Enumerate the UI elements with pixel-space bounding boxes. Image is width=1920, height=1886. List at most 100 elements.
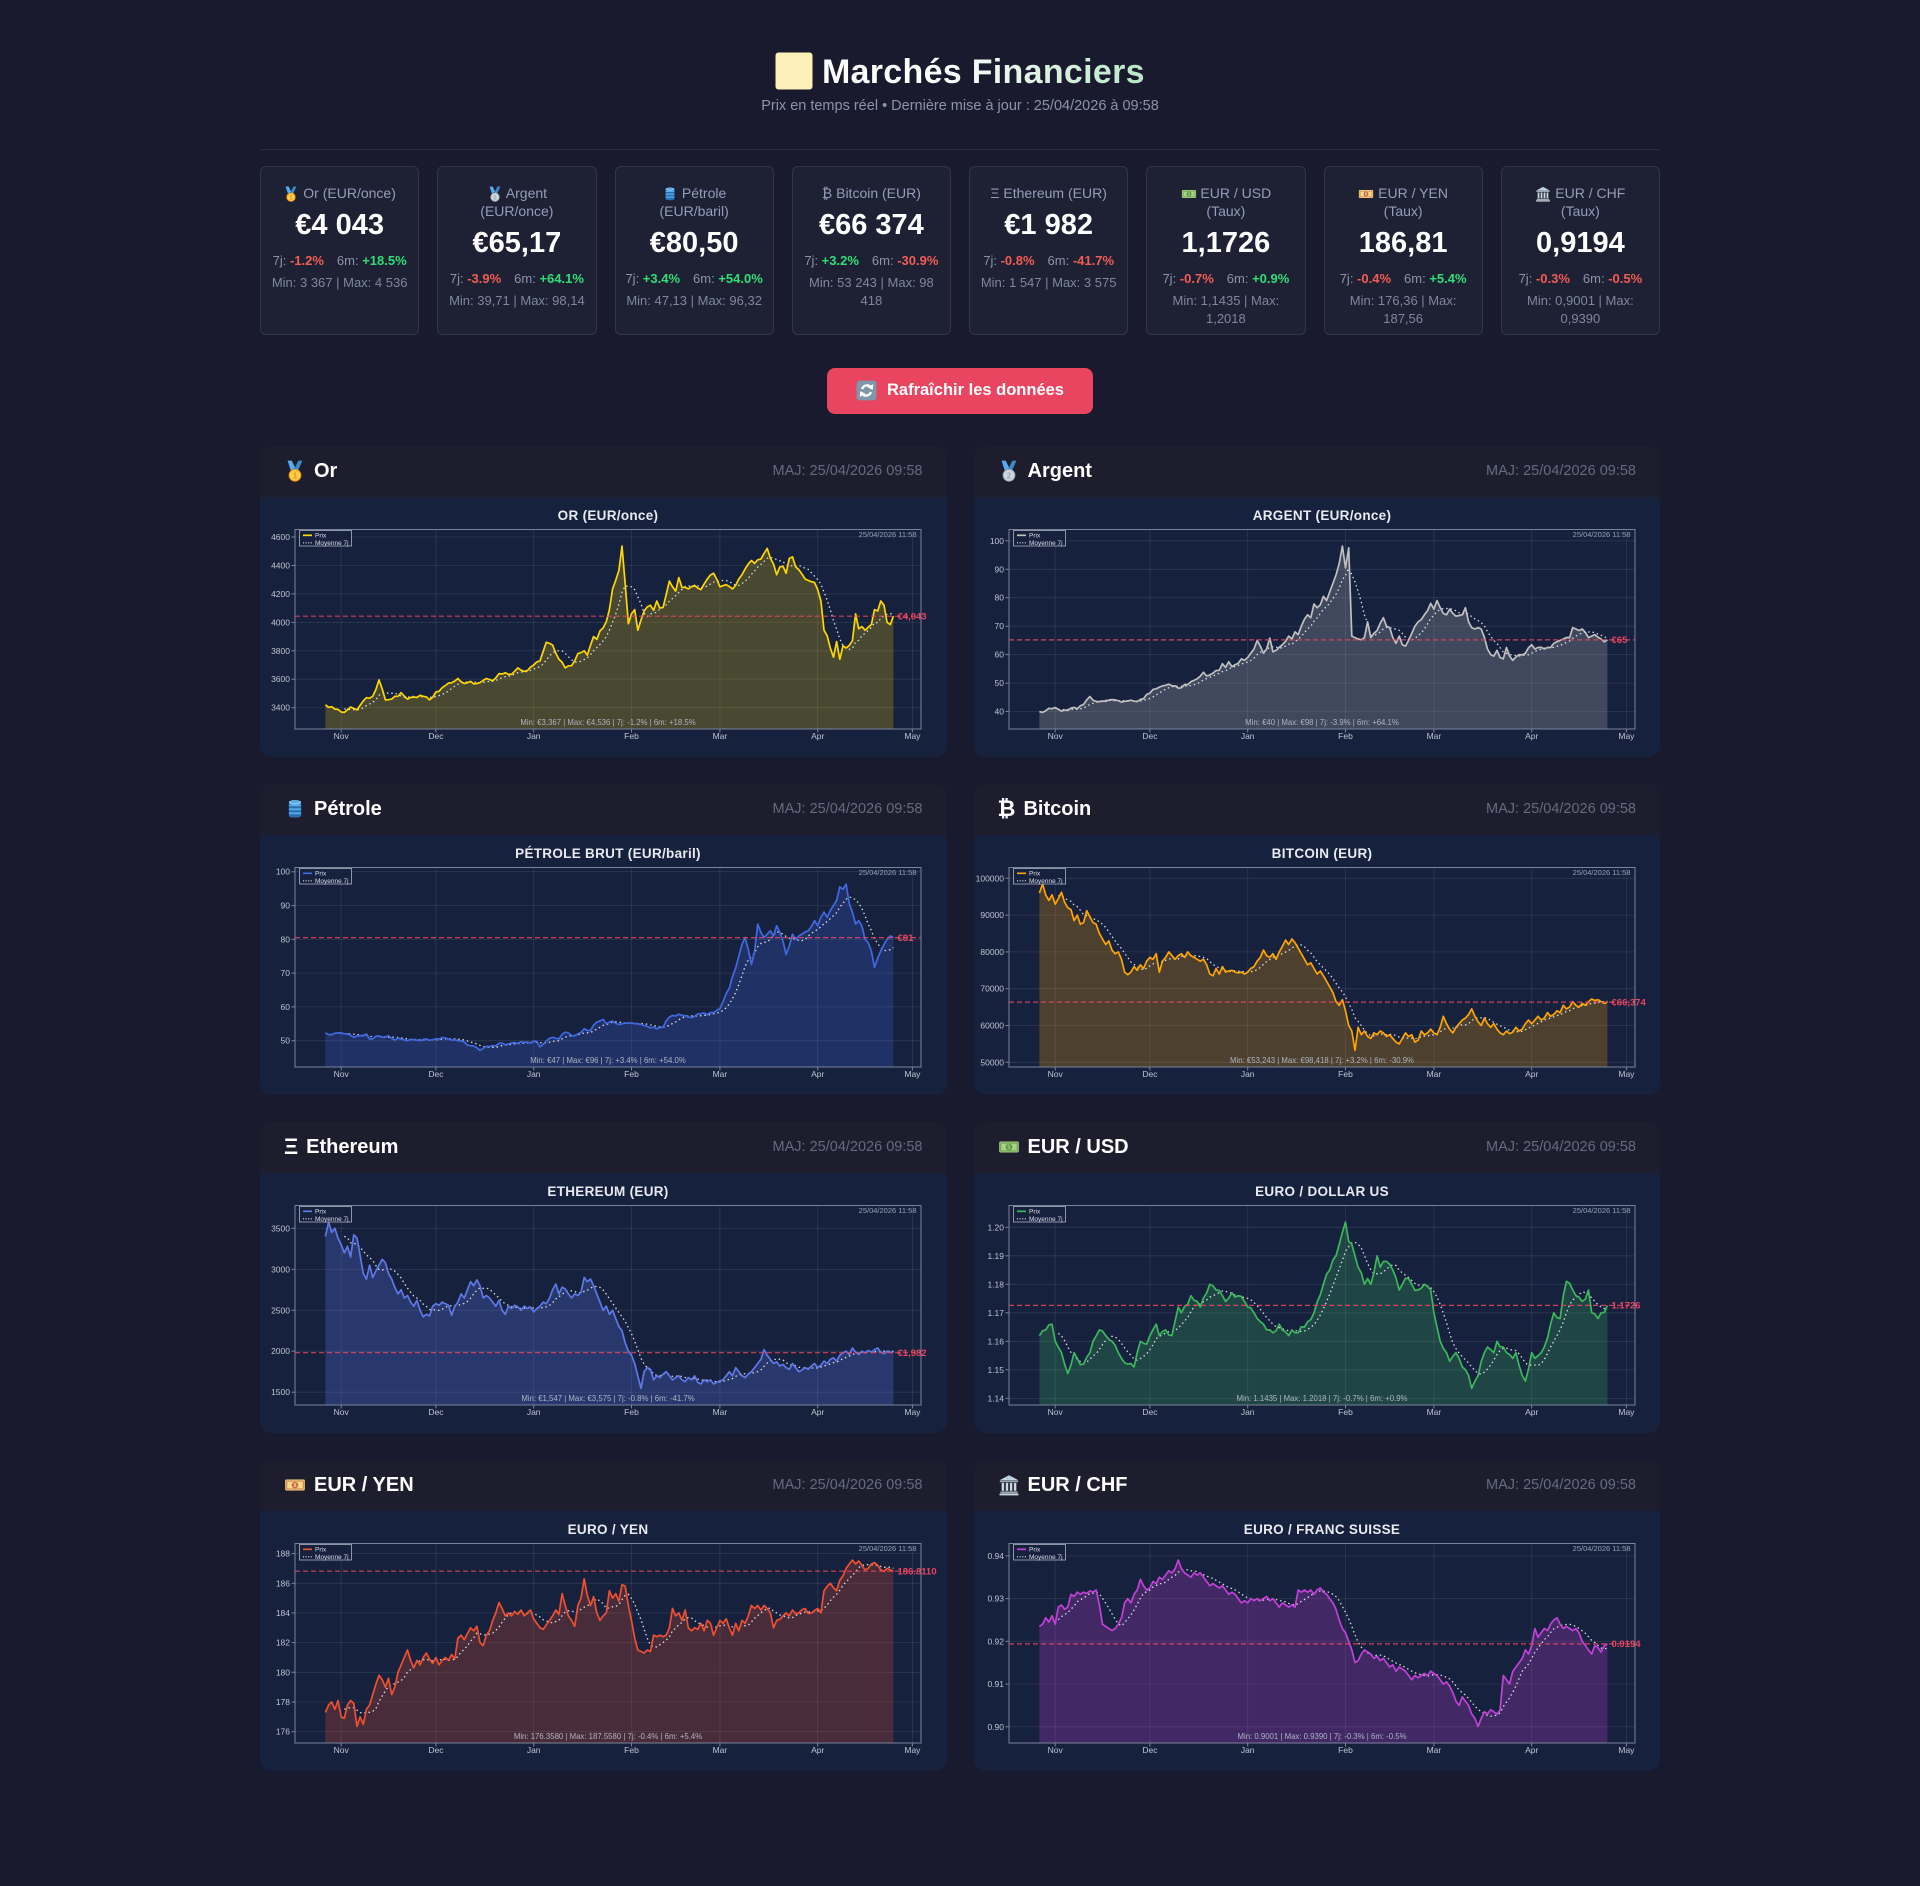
svg-text:Min: 1.1435 | Max: 1.2018 | 7j: Min: 1.1435 | Max: 1.2018 | 7j: -0.7% | … [1236,1394,1407,1403]
svg-text:Nov: Nov [334,730,350,740]
svg-text:60: 60 [994,649,1004,659]
svg-text:Feb: Feb [1338,1068,1353,1078]
svg-text:Prix: Prix [315,532,327,539]
svg-text:Nov: Nov [1047,730,1063,740]
svg-text:Dec: Dec [1142,1744,1158,1754]
svg-text:EURO / YEN: EURO / YEN [568,1522,649,1537]
svg-text:0.90: 0.90 [987,1721,1004,1731]
svg-text:0.9194: 0.9194 [1611,1639,1641,1650]
svg-text:1500: 1500 [271,1387,290,1397]
svg-text:Moyenne 7j: Moyenne 7j [1029,878,1063,885]
svg-text:60000: 60000 [980,1020,1004,1030]
svg-text:¥: ¥ [1365,192,1368,197]
svg-text:May: May [904,1744,921,1754]
svg-text:Min: 0.9001 | Max: 0.9390 | 7j: Min: 0.9001 | Max: 0.9390 | 7j: -0.3% | … [1237,1732,1406,1741]
svg-text:188: 188 [276,1548,290,1558]
svg-text:€1,982: €1,982 [898,1347,927,1358]
svg-text:1.20: 1.20 [987,1222,1004,1232]
svg-text:Nov: Nov [1047,1406,1063,1416]
svg-text:4600: 4600 [271,532,290,542]
svg-text:Prix: Prix [315,1546,327,1553]
svg-text:Jan: Jan [527,1406,541,1416]
svg-text:Feb: Feb [624,1744,639,1754]
svg-text:Feb: Feb [1338,1406,1353,1416]
svg-text:EURO / DOLLAR US: EURO / DOLLAR US [1255,1184,1389,1199]
svg-text:70: 70 [994,621,1004,631]
svg-text:Dec: Dec [1142,1068,1158,1078]
svg-text:ARGENT (EUR/once): ARGENT (EUR/once) [1252,508,1391,523]
svg-text:Min: €40 | Max: €98 | 7j: -3.9: Min: €40 | Max: €98 | 7j: -3.9% | 6m: +6… [1245,718,1399,727]
svg-text:178: 178 [276,1697,290,1707]
svg-text:1.15: 1.15 [987,1364,1004,1374]
svg-text:$: $ [1007,1144,1011,1151]
svg-text:100000: 100000 [975,873,1004,883]
svg-text:80: 80 [994,592,1004,602]
svg-text:Nov: Nov [334,1406,350,1416]
svg-text:3400: 3400 [271,702,290,712]
svg-text:Prix: Prix [315,1208,327,1215]
svg-text:1: 1 [290,195,294,201]
svg-text:Min: 176.3580 | Max: 187.5580: Min: 176.3580 | Max: 187.5580 | 7j: -0.4… [514,1732,702,1741]
svg-text:0.92: 0.92 [987,1636,1004,1646]
svg-text:1.1726: 1.1726 [1611,1300,1640,1311]
svg-text:80000: 80000 [980,946,1004,956]
svg-text:50: 50 [281,1035,291,1045]
svg-text:Min: €3,367 | Max: €4,536 | 7j: Min: €3,367 | Max: €4,536 | 7j: -1.2% | … [520,718,695,727]
svg-text:Jan: Jan [527,1744,541,1754]
svg-text:4200: 4200 [271,588,290,598]
svg-text:May: May [904,1406,921,1416]
svg-text:€65: €65 [1611,635,1628,646]
svg-text:Jan: Jan [1240,1068,1254,1078]
svg-text:EURO / FRANC SUISSE: EURO / FRANC SUISSE [1243,1522,1399,1537]
svg-text:4400: 4400 [271,560,290,570]
svg-text:1.14: 1.14 [987,1393,1004,1403]
svg-text:Dec: Dec [428,1744,444,1754]
svg-text:Nov: Nov [1047,1068,1063,1078]
svg-text:1: 1 [293,471,298,480]
svg-text:€4,043: €4,043 [898,611,927,622]
svg-text:Min: €53,243 | Max: €98,418 |: Min: €53,243 | Max: €98,418 | 7j: +3.2% … [1230,1056,1414,1065]
svg-text:Apr: Apr [811,1406,824,1416]
svg-text:€66,374: €66,374 [1611,997,1646,1008]
svg-text:3600: 3600 [271,674,290,684]
svg-text:$: $ [1187,192,1190,197]
svg-text:25/04/2026 11:58: 25/04/2026 11:58 [1572,1205,1630,1214]
svg-text:184: 184 [276,1607,290,1617]
svg-text:180: 180 [276,1667,290,1677]
svg-text:90: 90 [994,564,1004,574]
svg-text:1.16: 1.16 [987,1336,1004,1346]
svg-text:25/04/2026 11:58: 25/04/2026 11:58 [1572,529,1630,538]
svg-text:Dec: Dec [428,1406,444,1416]
svg-text:186: 186 [276,1578,290,1588]
svg-text:€81: €81 [898,932,915,943]
svg-text:90000: 90000 [980,910,1004,920]
svg-text:Nov: Nov [334,1744,350,1754]
svg-text:Prix: Prix [1029,1208,1041,1215]
svg-text:176: 176 [276,1726,290,1736]
svg-text:1.18: 1.18 [987,1279,1004,1289]
svg-text:Mar: Mar [1426,1068,1441,1078]
svg-text:50: 50 [994,678,1004,688]
svg-text:Mar: Mar [713,1068,728,1078]
svg-text:Moyenne 7j: Moyenne 7j [315,878,349,885]
svg-text:BITCOIN (EUR): BITCOIN (EUR) [1271,846,1372,861]
svg-text:Prix: Prix [315,870,327,877]
svg-text:60: 60 [281,1001,291,1011]
svg-text:Feb: Feb [624,1406,639,1416]
svg-text:Jan: Jan [527,730,541,740]
svg-text:Mar: Mar [1426,1406,1441,1416]
svg-text:Prix: Prix [1029,532,1041,539]
svg-text:Nov: Nov [1047,1744,1063,1754]
svg-text:Apr: Apr [811,1744,824,1754]
svg-text:80: 80 [281,934,291,944]
svg-text:May: May [904,730,921,740]
svg-text:186.8110: 186.8110 [898,1566,937,1577]
svg-text:3000: 3000 [271,1264,290,1274]
svg-text:Min: €47 | Max: €96 | 7j: +3.4: Min: €47 | Max: €96 | 7j: +3.4% | 6m: +5… [530,1056,686,1065]
svg-text:Prix: Prix [1029,870,1041,877]
svg-text:40: 40 [994,706,1004,716]
svg-text:Apr: Apr [1525,730,1538,740]
svg-text:Jan: Jan [527,1068,541,1078]
svg-text:Apr: Apr [1525,1068,1538,1078]
svg-text:Feb: Feb [624,730,639,740]
